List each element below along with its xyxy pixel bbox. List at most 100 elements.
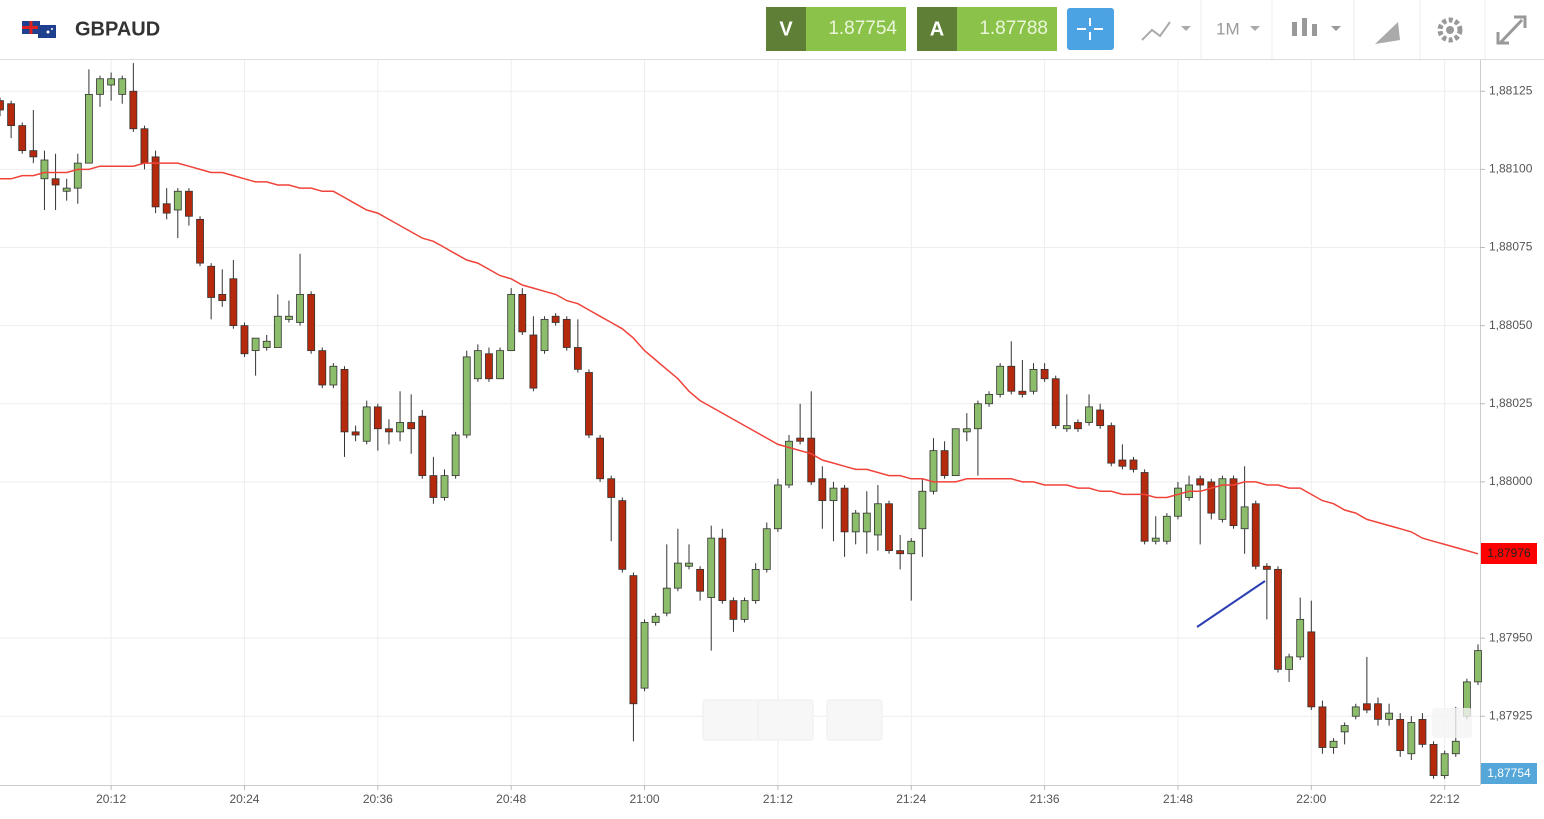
candle-body <box>351 431 360 436</box>
candle-body <box>618 500 627 570</box>
candle-body <box>796 437 805 442</box>
candle-body <box>418 415 427 477</box>
sell-button[interactable] <box>766 7 806 51</box>
fullscreen-icon[interactable] <box>1496 15 1527 45</box>
candle-body <box>651 615 660 623</box>
ma-price-tag-label: 1,87976 <box>1487 546 1531 560</box>
candle-body <box>307 293 316 352</box>
candle-body <box>918 490 927 530</box>
timeframe[interactable]: 1M <box>1216 19 1240 38</box>
x-tick-label: 21:48 <box>1163 792 1193 806</box>
x-tick-label: 21:24 <box>896 792 926 806</box>
candle-body <box>540 318 549 352</box>
candle-body <box>173 190 182 211</box>
buy-price: 1.87788 <box>979 18 1048 39</box>
settings-icon[interactable] <box>1437 17 1463 43</box>
candle-body <box>807 437 816 483</box>
candle-body <box>1162 515 1171 542</box>
candle-body <box>462 356 471 436</box>
x-tick-label: 22:00 <box>1296 792 1326 806</box>
candle-body <box>229 278 238 327</box>
x-tick-label: 20:48 <box>496 792 526 806</box>
x-tick-label: 20:36 <box>363 792 393 806</box>
candle-body <box>729 600 738 620</box>
candle-body <box>773 484 782 530</box>
candle-body <box>162 203 171 214</box>
y-tick-label: 1,88025 <box>1489 396 1533 410</box>
candle-body <box>1174 487 1182 517</box>
candle-body <box>429 475 438 498</box>
candle-body <box>1362 703 1371 711</box>
candle-body <box>1062 425 1071 430</box>
candle-body <box>1240 506 1249 530</box>
plot <box>0 63 1482 779</box>
candle-body <box>1118 459 1127 467</box>
candle-body <box>1218 478 1227 520</box>
candle-body <box>929 450 938 492</box>
candle-body <box>273 315 282 348</box>
buy-button[interactable] <box>917 7 957 51</box>
chart-type-icon[interactable] <box>1141 21 1191 41</box>
candle-body <box>762 528 771 570</box>
candle-body <box>785 440 793 486</box>
reset-control[interactable] <box>826 699 883 741</box>
candle-body <box>1296 618 1305 658</box>
candle-body <box>551 315 560 323</box>
candle-body <box>496 350 504 380</box>
candle-body <box>218 293 227 302</box>
candle-body <box>1429 743 1438 777</box>
candle-body <box>1196 478 1205 486</box>
crosshair-button[interactable] <box>1067 8 1114 50</box>
candle-body <box>151 156 160 208</box>
candle-body <box>251 337 260 352</box>
last-price-tag <box>1481 763 1537 784</box>
candle-body <box>1018 390 1027 395</box>
candle-body <box>896 550 905 555</box>
candle-body <box>1107 425 1116 464</box>
candle-body <box>129 90 138 130</box>
candle-body <box>240 325 249 355</box>
candle-body <box>851 512 860 533</box>
candle-body <box>829 487 838 502</box>
candle-body <box>1340 725 1349 733</box>
candle-body <box>607 478 616 498</box>
x-tick-label: 20:12 <box>96 792 126 806</box>
candle-body <box>629 575 638 705</box>
candles-icon[interactable] <box>1292 18 1341 36</box>
candle-body <box>1407 722 1416 755</box>
candle-body <box>673 562 682 589</box>
y-tick-label: 1,87925 <box>1489 708 1533 722</box>
candle-body <box>907 540 916 555</box>
candle-body <box>473 350 482 380</box>
drawn-trendline <box>1196 580 1266 628</box>
candle-body <box>40 159 49 180</box>
candle-body <box>1251 503 1260 567</box>
scroll-control[interactable] <box>1432 708 1472 738</box>
candle-body <box>62 187 71 192</box>
candle-body <box>718 537 727 602</box>
candle-body <box>485 353 493 380</box>
candle-body <box>840 487 849 533</box>
candle-body <box>1474 650 1482 683</box>
candle-body <box>340 368 349 433</box>
y-tick-label: 1,88125 <box>1489 83 1533 97</box>
candle-body <box>1129 459 1138 470</box>
candle-body <box>818 478 827 502</box>
candle-body <box>1285 656 1293 670</box>
draw-icon[interactable] <box>1375 22 1400 44</box>
candle-body <box>1374 703 1382 720</box>
x-tick-label: 21:36 <box>1030 792 1060 806</box>
candle-body <box>640 622 649 689</box>
candle-body <box>985 393 993 405</box>
candle-body <box>1262 565 1271 570</box>
buy-price-box[interactable] <box>957 7 1057 51</box>
sell-price-box[interactable] <box>806 7 906 51</box>
candle-body <box>329 365 338 386</box>
x-tick-label: 20:24 <box>229 792 259 806</box>
candle-body <box>518 293 527 333</box>
candle-body <box>196 218 204 264</box>
candle-body <box>885 503 893 552</box>
candle-body <box>18 125 27 152</box>
last-price-tag-label: 1,87754 <box>1487 766 1531 780</box>
candle-body <box>1007 365 1016 392</box>
